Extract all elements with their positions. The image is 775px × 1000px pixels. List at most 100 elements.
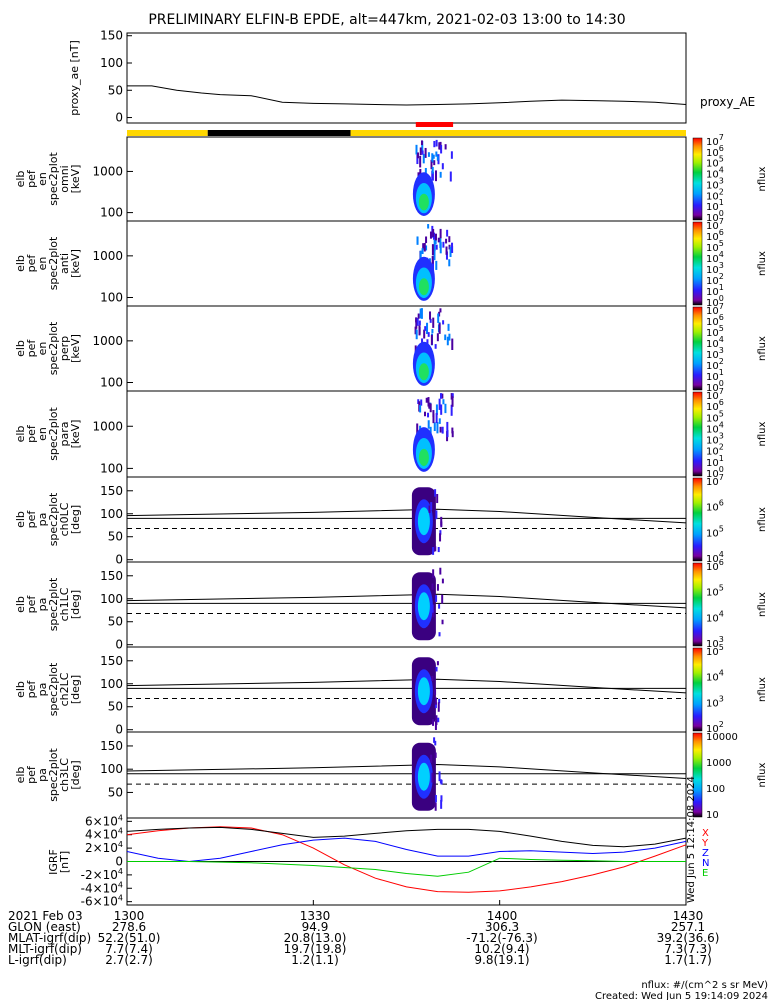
colorbar-tick-label-exp: 0 [719,209,724,218]
spectrogram-cell [434,546,437,552]
spectrogram-cell [436,584,439,591]
spectrogram-cell [418,193,429,211]
y-tick-label: 100 [100,592,123,606]
spectrogram-cell [434,489,437,497]
y-axis-label: [deg] [69,505,82,534]
spectrogram-cell [418,363,429,381]
table-cell: 52.2(51.0) [98,931,161,945]
colorbar-tick-label: 107 [706,217,724,232]
colorbar-tick-label-exp: 3 [719,635,724,644]
spectrogram-cell [429,311,432,320]
y-tick-label-base: -4×10 [81,881,118,895]
y-axis-label: perp [58,336,71,361]
colorbar-tick-label-base: 10 [706,298,719,309]
table-cell: 278.6 [112,920,146,934]
spectrogram-cell [427,412,430,418]
spectrogram-cell [427,224,430,229]
y-tick-label-base: 4×10 [85,828,118,842]
spectrogram-cell [439,530,442,535]
colorbar-tick-label: 105 [706,584,724,599]
colorbar-tick-label-base: 10 [706,588,719,599]
spectrogram-cell [418,325,421,336]
spectrogram-cell [430,754,433,763]
colorbar-tick-label-exp: 4 [719,550,724,559]
y-axis-label: elb [14,171,27,188]
spectrogram-cell [434,740,437,746]
colorbar-tick-label-base: 10 [706,328,719,339]
colorbar-tick-label: 100 [706,294,724,309]
spectrogram-cell [439,533,442,542]
y-axis-label: ch0LC [58,502,71,536]
y-axis-label: [deg] [69,675,82,704]
y-tick-label: 50 [108,785,123,799]
colorbar-tick-label: 100 [706,209,724,224]
spectrogram-cell [436,155,439,161]
spectrogram-cell [417,172,420,177]
colorbar-tick-label: 100 [706,784,725,795]
y-tick-label-exp: 4 [118,867,123,876]
y-axis-label: pef [25,765,38,784]
colorbar-tick-label-exp: 1 [719,368,724,377]
y-axis-label: elb [14,767,27,784]
legend-entry: Z [702,848,709,859]
spectrogram-cell [438,142,441,150]
spectrogram-cell [434,344,437,349]
spectrogram-cell [429,403,432,413]
y-axis-label: pef [25,169,38,188]
spectrogram-cell [434,697,437,705]
spectrogram-cell [418,320,421,326]
y-axis-label: ch3LC [58,758,71,792]
y-tick-label-exp: 4 [118,894,123,903]
colorbar [692,137,703,221]
y-axis-label: elb [14,255,27,272]
colorbar-tick-label: 106 [706,228,724,243]
proxy-ae-line [127,85,687,106]
colorbar-tick-label-exp: 0 [719,465,724,474]
table-cell: 10.2(9.4) [474,942,529,956]
spectrogram-cell [445,238,448,244]
table-cell: 257.1 [671,920,705,934]
colorbar-tick-label-exp: 4 [719,669,724,678]
spectrogram-cell [417,592,430,621]
y-tick-label-base: 0 [115,855,123,869]
colorbar-tick-label: 104 [706,335,724,350]
spectrogram-cell [435,404,438,415]
spectrogram-cell [423,329,426,339]
spectrogram-cell [446,429,449,438]
colorbar-tick-label-base: 10 [706,339,719,350]
y-axis-label: en [36,427,49,441]
spectrogram-cell [436,494,439,504]
spectrogram-cell [433,737,436,743]
spectrogram-cell [434,170,437,182]
colorbar-tick-label-exp: 5 [719,584,724,593]
colorbar-tick-label: 107 [706,133,724,148]
table-cell: 94.9 [302,920,329,934]
y-axis-label: en [36,257,49,271]
spectrogram-cell [448,259,451,267]
spectrogram-cell [438,323,441,334]
y-axis-label: pa [36,683,49,697]
y-tick-label: 0 [115,855,123,869]
spectrogram-cell [424,147,427,158]
colorbar-tick-label: 107 [706,302,724,317]
panel-frame-proxy-ae [126,32,687,124]
spectrogram-cell [431,153,434,162]
colorbar-tick-label: 103 [706,176,724,191]
colorbar [692,221,703,306]
colorbar [692,306,703,391]
spectrogram-cell [417,152,420,159]
y-tick-label-base: -2×10 [81,868,118,882]
spectrogram-cell [422,153,425,164]
spectrogram-cell [434,233,437,241]
colorbar-tick-label: 105 [706,409,724,424]
colorbar-tick-label-base: 10 [706,213,719,224]
y-axis-label: en [36,172,49,186]
colorbar-label: nflux [757,592,768,617]
x-tick-label: 1400 [487,909,518,923]
spectrogram-cell [444,144,447,150]
colorbar-tick-label-exp: 6 [719,228,724,237]
spectrogram-cell [442,241,445,248]
colorbar-tick-label-base: 10 [706,232,719,243]
colorbar-tick-label: 105 [706,524,724,539]
colorbar-tick-label-exp: 7 [719,473,724,482]
